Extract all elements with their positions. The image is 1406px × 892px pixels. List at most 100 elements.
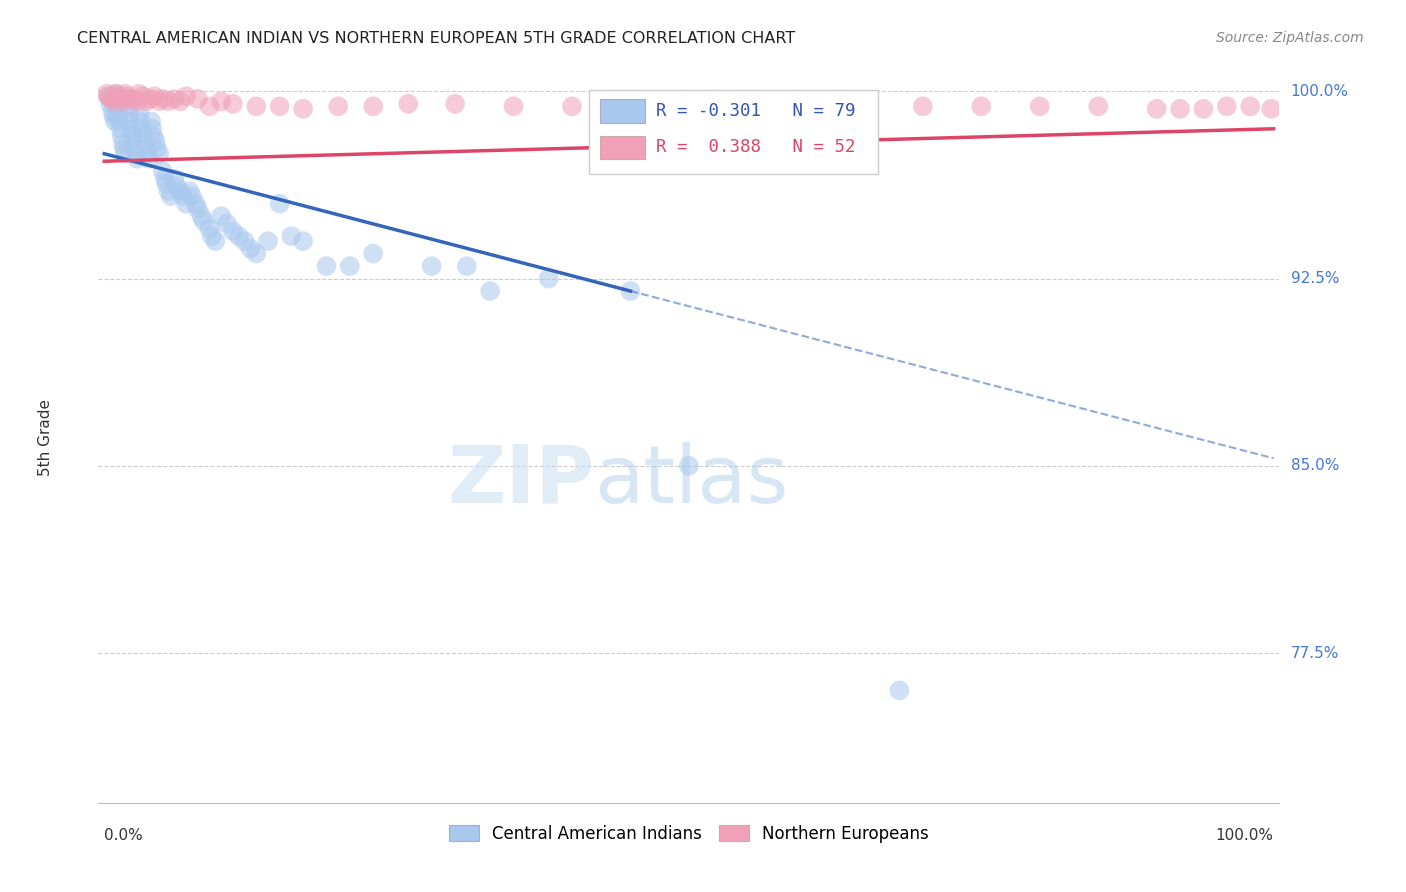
- Point: [104, 87, 127, 101]
- Point: [134, 142, 156, 156]
- Point: [132, 134, 155, 148]
- Point: [148, 95, 170, 109]
- Point: [889, 683, 911, 698]
- Point: [479, 284, 502, 298]
- Point: [111, 95, 134, 109]
- Point: [115, 92, 138, 106]
- Point: [737, 96, 759, 111]
- Point: [245, 99, 267, 113]
- Point: [125, 95, 148, 109]
- Point: [292, 234, 315, 248]
- Point: [1087, 99, 1109, 113]
- Point: [103, 109, 125, 123]
- Point: [98, 96, 121, 111]
- Point: [117, 89, 139, 103]
- Point: [209, 95, 232, 109]
- Point: [157, 95, 180, 109]
- Point: [172, 189, 194, 203]
- Point: [148, 146, 170, 161]
- Point: [145, 134, 167, 148]
- Text: R =  0.388   N = 52: R = 0.388 N = 52: [655, 138, 855, 156]
- Text: Source: ZipAtlas.com: Source: ZipAtlas.com: [1216, 31, 1364, 45]
- Point: [280, 229, 302, 244]
- Point: [619, 102, 641, 116]
- Point: [155, 177, 177, 191]
- Point: [120, 121, 142, 136]
- Point: [139, 92, 162, 106]
- Point: [561, 99, 583, 113]
- Point: [110, 121, 132, 136]
- Point: [157, 184, 180, 198]
- Point: [179, 184, 201, 198]
- Point: [339, 259, 361, 273]
- Point: [97, 89, 120, 103]
- Point: [111, 129, 134, 144]
- Point: [204, 234, 226, 248]
- Point: [396, 96, 419, 111]
- Point: [853, 99, 876, 113]
- Point: [160, 189, 183, 203]
- Point: [1029, 99, 1052, 113]
- FancyBboxPatch shape: [589, 90, 877, 174]
- FancyBboxPatch shape: [600, 99, 645, 122]
- Text: 85.0%: 85.0%: [1291, 458, 1339, 474]
- Point: [1192, 102, 1215, 116]
- Point: [361, 246, 384, 260]
- Point: [117, 99, 139, 113]
- Point: [222, 96, 245, 111]
- Point: [502, 99, 524, 113]
- Text: 100.0%: 100.0%: [1216, 828, 1274, 843]
- Point: [152, 164, 174, 178]
- Point: [187, 202, 209, 216]
- Point: [1239, 99, 1261, 113]
- Point: [114, 87, 136, 101]
- Text: 0.0%: 0.0%: [104, 828, 143, 843]
- Point: [215, 217, 238, 231]
- Point: [794, 99, 817, 113]
- Point: [678, 99, 700, 113]
- Point: [1260, 102, 1282, 116]
- Point: [292, 102, 315, 116]
- Text: ZIP: ZIP: [447, 442, 595, 520]
- Point: [110, 92, 132, 106]
- Point: [970, 99, 993, 113]
- Point: [269, 99, 291, 113]
- Point: [118, 92, 141, 106]
- Point: [184, 196, 207, 211]
- Text: 5th Grade: 5th Grade: [38, 399, 53, 475]
- Text: 92.5%: 92.5%: [1291, 271, 1339, 286]
- Point: [143, 89, 166, 103]
- Text: 77.5%: 77.5%: [1291, 646, 1339, 660]
- Point: [141, 121, 163, 136]
- Point: [118, 107, 141, 121]
- Point: [911, 99, 934, 113]
- Point: [101, 104, 124, 119]
- Point: [201, 229, 224, 244]
- Point: [228, 229, 250, 244]
- Point: [112, 142, 135, 156]
- Point: [269, 196, 291, 211]
- Point: [125, 146, 148, 161]
- Point: [209, 209, 232, 223]
- FancyBboxPatch shape: [600, 136, 645, 159]
- Point: [198, 99, 221, 113]
- Point: [152, 92, 174, 106]
- Point: [107, 109, 129, 123]
- Point: [100, 92, 122, 106]
- Text: CENTRAL AMERICAN INDIAN VS NORTHERN EUROPEAN 5TH GRADE CORRELATION CHART: CENTRAL AMERICAN INDIAN VS NORTHERN EURO…: [77, 31, 796, 46]
- Point: [132, 127, 155, 141]
- Point: [121, 127, 143, 141]
- Point: [138, 152, 160, 166]
- Point: [187, 92, 209, 106]
- Point: [96, 87, 118, 101]
- Point: [174, 89, 197, 103]
- Point: [163, 92, 186, 106]
- Point: [153, 171, 176, 186]
- Point: [1168, 102, 1191, 116]
- Point: [105, 102, 128, 116]
- Point: [111, 136, 134, 151]
- Point: [104, 87, 127, 101]
- Point: [132, 89, 155, 103]
- Point: [456, 259, 478, 273]
- Point: [142, 129, 165, 144]
